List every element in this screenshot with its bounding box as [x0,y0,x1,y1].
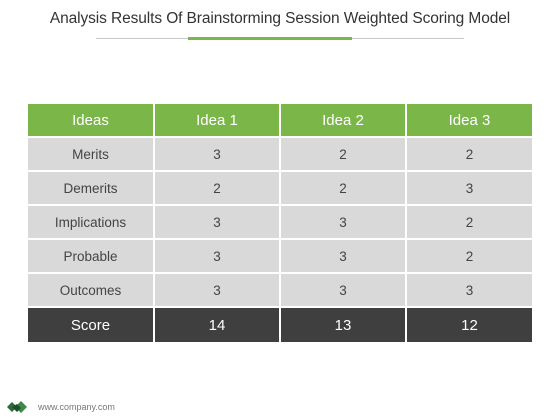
table-row: Outcomes 3 3 3 [28,273,532,307]
cell-value: 3 [405,171,532,206]
score-row: Score 14 13 12 [28,306,532,342]
title-accent-bar [188,37,352,40]
cell-value: 2 [279,137,406,172]
cell-value: 3 [279,273,406,307]
cell-value: 2 [153,171,280,206]
score-value: 12 [405,306,532,342]
table-row: Implications 3 3 2 [28,205,532,240]
table-row: Demerits 2 2 3 [28,171,532,206]
table-header-row: Ideas Idea 1 Idea 2 Idea 3 [28,104,532,138]
table-row: Probable 3 3 2 [28,239,532,274]
cell-value: 3 [153,239,280,274]
cell-value: 2 [405,239,532,274]
cell-value: 3 [153,137,280,172]
row-label: Probable [28,239,154,274]
header-idea-1: Idea 1 [153,104,280,138]
score-value: 14 [153,306,280,342]
score-value: 13 [279,306,406,342]
header-ideas: Ideas [28,104,154,138]
cell-value: 2 [405,137,532,172]
row-label: Implications [28,205,154,240]
company-logo-icon [7,401,27,413]
cell-value: 2 [405,205,532,240]
cell-value: 3 [153,273,280,307]
scoring-table: Ideas Idea 1 Idea 2 Idea 3 Merits 3 2 2 … [28,104,532,342]
row-label: Merits [28,137,154,172]
table-row: Merits 3 2 2 [28,137,532,172]
cell-value: 3 [153,205,280,240]
header-idea-2: Idea 2 [279,104,406,138]
cell-value: 2 [279,171,406,206]
footer-url: www.company.com [38,402,115,412]
cell-value: 3 [279,239,406,274]
row-label: Demerits [28,171,154,206]
score-label: Score [28,306,154,342]
header-idea-3: Idea 3 [405,104,532,138]
row-label: Outcomes [28,273,154,307]
cell-value: 3 [279,205,406,240]
cell-value: 3 [405,273,532,307]
page-title: Analysis Results Of Brainstorming Sessio… [49,10,511,27]
